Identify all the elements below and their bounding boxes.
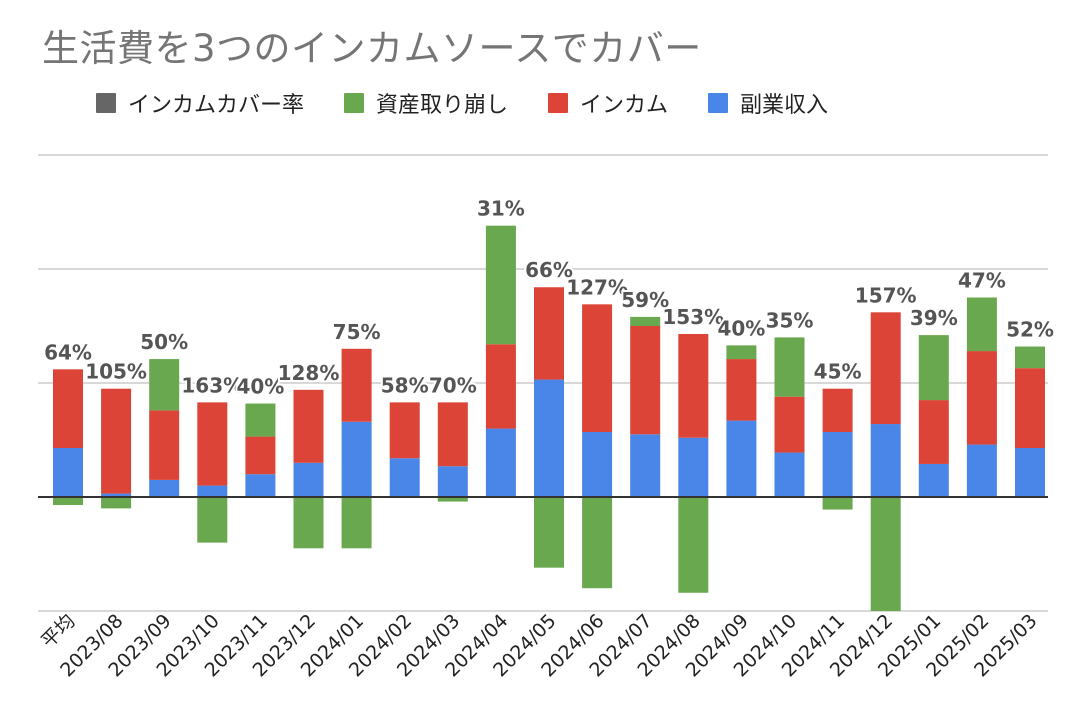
bar-income — [630, 326, 661, 435]
chart-legend: インカムカバー率 資産取り崩し インカム 副業収入 — [96, 86, 868, 120]
legend-item-income: インカム — [548, 87, 668, 119]
bar-withdrawal — [437, 497, 468, 502]
data-label-coverage: 35% — [766, 308, 814, 332]
bar-side-income — [582, 432, 613, 497]
bar-withdrawal — [197, 497, 228, 543]
bar-income — [1015, 368, 1045, 448]
bar-withdrawal — [870, 497, 901, 611]
bar-side-income — [534, 379, 564, 497]
bar-side-income — [389, 458, 420, 497]
bar-income — [53, 369, 83, 448]
bar-side-income — [678, 437, 709, 497]
bar-side-income — [774, 452, 805, 497]
bar-withdrawal — [245, 403, 276, 437]
bar-side-income — [53, 447, 83, 497]
bar-withdrawal — [534, 497, 564, 568]
data-label-coverage: 40% — [236, 375, 284, 399]
bar-income — [197, 402, 228, 486]
bar-withdrawal — [918, 335, 949, 401]
bar-income — [870, 312, 901, 425]
bar-income — [293, 389, 324, 463]
bar-side-income — [101, 493, 132, 497]
data-label-coverage: 75% — [333, 320, 381, 344]
bar-income — [245, 436, 276, 475]
legend-swatch-side-income — [708, 93, 729, 113]
bar-income — [437, 402, 468, 467]
bar-income — [341, 348, 372, 422]
bar-withdrawal — [485, 225, 516, 345]
bar-income — [966, 351, 997, 445]
bar-income — [918, 400, 949, 464]
legend-item-withdrawal: 資産取り崩し — [344, 87, 508, 119]
bar-withdrawal — [341, 497, 372, 549]
bar-side-income — [918, 463, 949, 497]
legend-label-income: インカム — [580, 93, 669, 118]
bar-income — [149, 410, 180, 480]
chart-title: 生活費を3つのインカムソースでカバー — [42, 27, 702, 70]
bar-side-income — [870, 424, 901, 497]
legend-swatch-income — [548, 93, 569, 113]
bar-income — [101, 388, 132, 494]
bar-side-income — [966, 444, 997, 497]
bar-side-income — [726, 420, 757, 497]
bar-withdrawal — [582, 497, 613, 589]
data-label-coverage: 58% — [381, 373, 429, 397]
legend-label-coverage: インカムカバー率 — [128, 93, 305, 118]
bar-income — [726, 359, 757, 421]
bar-withdrawal — [726, 345, 757, 360]
data-label-coverage: 45% — [814, 360, 862, 384]
data-label-coverage: 47% — [958, 269, 1006, 293]
legend-item-coverage: インカムカバー率 — [96, 87, 304, 119]
bar-side-income — [485, 428, 516, 497]
data-label-coverage: 66% — [525, 258, 573, 282]
bar-withdrawal — [678, 497, 709, 593]
legend-label-side-income: 副業収入 — [740, 93, 829, 118]
bar-withdrawal — [53, 497, 83, 505]
data-label-coverage: 52% — [1006, 318, 1054, 342]
bar-side-income — [197, 485, 228, 497]
bar-income — [582, 304, 613, 433]
bar-withdrawal — [630, 316, 661, 326]
bar-side-income — [149, 479, 180, 497]
bar-side-income — [245, 474, 276, 497]
data-label-coverage: 105% — [85, 360, 147, 384]
bar-income — [774, 396, 805, 453]
bar-side-income — [822, 432, 853, 497]
bar-side-income — [630, 434, 661, 497]
legend-item-side-income: 副業収入 — [708, 87, 828, 119]
data-label-coverage: 50% — [140, 330, 188, 354]
x-tick-label: 平均 — [37, 610, 79, 652]
legend-swatch-coverage — [96, 93, 116, 113]
bar-withdrawal — [822, 497, 853, 510]
bar-side-income — [341, 421, 372, 497]
data-label-coverage: 64% — [44, 340, 92, 364]
data-label-coverage: 157% — [855, 283, 917, 307]
bar-withdrawal — [966, 297, 997, 352]
data-label-coverage: 31% — [477, 197, 525, 221]
data-label-coverage: 163% — [181, 373, 243, 397]
bar-side-income — [437, 466, 468, 497]
legend-swatch-withdrawal — [344, 93, 365, 113]
data-label-coverage: 128% — [278, 361, 340, 385]
bar-withdrawal — [293, 497, 324, 549]
bar-income — [822, 388, 853, 433]
data-label-coverage: 127% — [566, 275, 628, 299]
bar-income — [534, 287, 564, 380]
data-label-coverage: 40% — [717, 316, 765, 340]
bar-income — [678, 333, 709, 438]
data-label-coverage: 59% — [621, 288, 669, 312]
data-label-coverage: 70% — [429, 373, 477, 397]
bar-income — [485, 344, 516, 429]
data-label-coverage: 39% — [910, 306, 958, 330]
legend-label-withdrawal: 資産取り崩し — [376, 93, 509, 118]
bar-withdrawal — [1015, 346, 1045, 369]
bar-side-income — [1015, 447, 1045, 497]
bar-income — [389, 402, 420, 459]
bar-withdrawal — [774, 337, 805, 397]
bar-withdrawal — [149, 359, 180, 411]
bar-side-income — [293, 462, 324, 497]
data-label-coverage: 153% — [662, 305, 724, 329]
bar-withdrawal — [101, 497, 132, 509]
